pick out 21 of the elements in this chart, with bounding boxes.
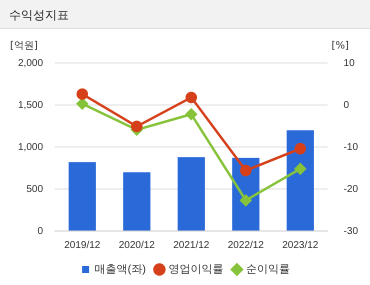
legend-label: 순이익률 — [246, 264, 290, 276]
y2-tick-label: -20 — [344, 184, 358, 195]
x-tick-label: 2023/12 — [282, 240, 319, 251]
y2-tick-label: 10 — [344, 58, 356, 69]
y-tick-label: 2,000 — [18, 58, 44, 69]
y2-tick-label: 0 — [344, 100, 350, 111]
y-tick-label: 500 — [26, 184, 44, 195]
y-tick-label: 0 — [37, 226, 44, 237]
y2-tick-label: -30 — [344, 226, 358, 237]
x-tick-label: 2019/12 — [64, 240, 101, 251]
x-tick-label: 2022/12 — [228, 240, 264, 251]
legend-label: 매출액(좌) — [94, 264, 146, 276]
y-tick-label: 1,000 — [18, 142, 44, 153]
x-tick-label: 2021/12 — [173, 240, 210, 251]
y-tick-label: 1,500 — [18, 100, 44, 111]
legend-label: 영업이익률 — [168, 264, 224, 276]
y2-tick-label: -10 — [344, 142, 358, 153]
y-axis-title: [억원] — [10, 40, 38, 52]
x-tick-label: 2020/12 — [118, 240, 156, 251]
y2-axis-title: [%] — [332, 40, 349, 52]
chart-title: 수익성지표 — [0, 0, 370, 29]
